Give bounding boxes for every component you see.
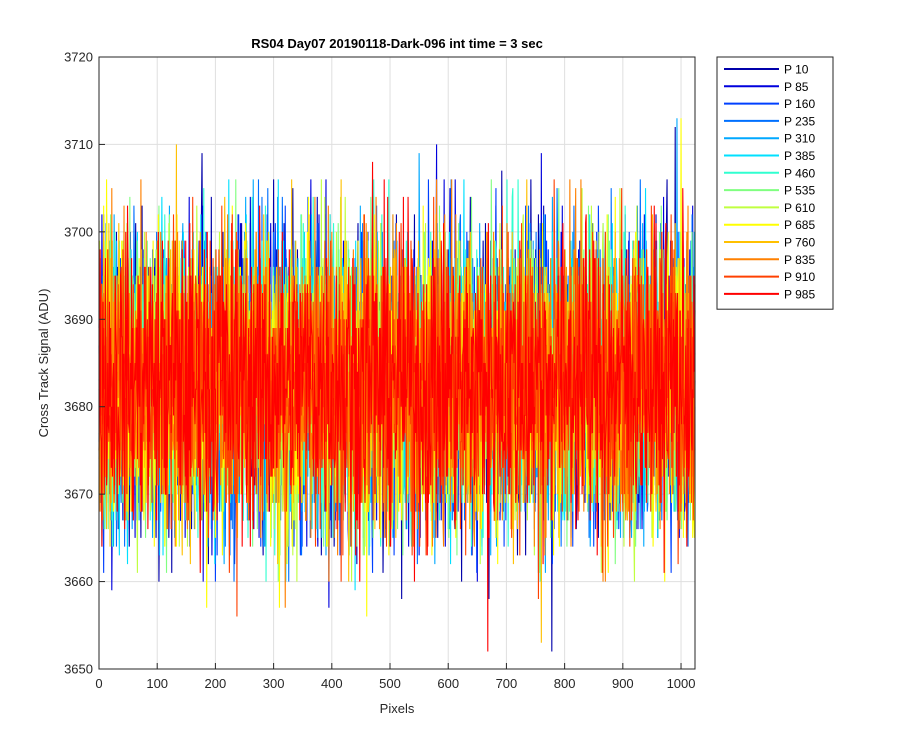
x-tick-label: 800 (554, 676, 576, 691)
legend-entry-label: P 85 (784, 80, 809, 94)
legend-entry-label: P 910 (784, 270, 815, 284)
y-tick-label: 3660 (64, 574, 93, 589)
legend-entry-label: P 985 (784, 287, 815, 301)
legend-entry-label: P 310 (784, 132, 815, 146)
y-tick-label: 3720 (64, 50, 93, 65)
x-tick-label: 900 (612, 676, 634, 691)
legend-entry-label: P 835 (784, 253, 815, 267)
legend[interactable]: P 10 P 85 P 160 P 235 P 310 P 385 P 460 P 535 P … (716, 56, 834, 310)
x-tick-label: 0 (95, 676, 102, 691)
y-tick-label: 3690 (64, 312, 93, 327)
series-layer (98, 118, 696, 652)
x-axis-label: Pixels (380, 701, 415, 716)
y-tick-label: 3650 (64, 662, 93, 677)
y-tick-label: 3680 (64, 399, 93, 414)
y-tick-label: 3710 (64, 137, 93, 152)
y-tick-label: 3700 (64, 224, 93, 239)
x-tick-label: 400 (321, 676, 343, 691)
series-line (98, 161, 696, 652)
legend-entry-label: P 760 (784, 236, 815, 250)
x-tick-label: 1000 (667, 676, 696, 691)
y-axis-label: Cross Track Signal (ADU) (36, 289, 51, 438)
legend-entry-label: P 685 (784, 218, 815, 232)
x-tick-label: 700 (496, 676, 518, 691)
legend-entry-label: P 610 (784, 201, 815, 215)
legend-entry-label: P 385 (784, 149, 815, 163)
y-tick-label: 3670 (64, 487, 93, 502)
x-tick-label: 500 (379, 676, 401, 691)
y-axis: 3650 3660 3670 3680 3690 3700 3710 3720 (64, 50, 105, 677)
plot-frame (98, 56, 696, 670)
legend-entry-label: P 460 (784, 166, 815, 180)
x-tick-label: 600 (437, 676, 459, 691)
legend-entry-label: P 160 (784, 97, 815, 111)
x-axis: 0 100 200 300 400 500 600 700 800 900 1000 (95, 663, 695, 691)
chart-title: RS04 Day07 20190118-Dark-096 int time = … (251, 36, 543, 51)
legend-entry-label: P 235 (784, 114, 815, 128)
x-tick-label: 300 (263, 676, 285, 691)
legend-box (716, 56, 834, 310)
x-tick-label: 100 (146, 676, 168, 691)
x-tick-label: 200 (205, 676, 227, 691)
legend-entry-label: P 10 (784, 63, 809, 77)
legend-entry-label: P 535 (784, 184, 815, 198)
